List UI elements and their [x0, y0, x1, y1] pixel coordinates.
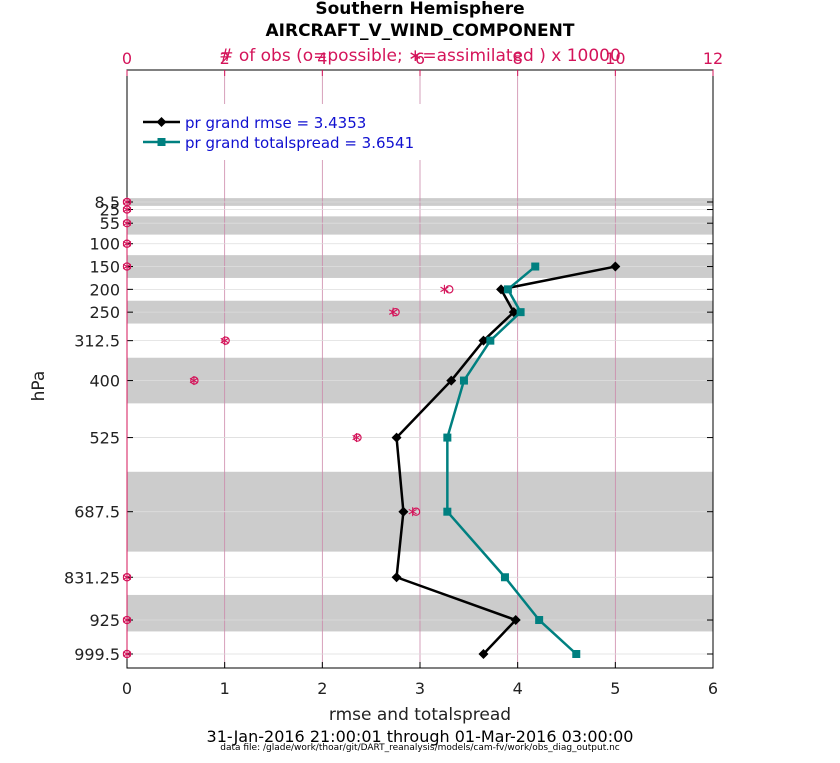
y-tick-label-9: 525: [89, 429, 120, 448]
obs-count-markers: [122, 197, 454, 659]
series-1-point-1: [503, 285, 512, 294]
obs-assimilated-stroke-1-2: [122, 206, 132, 213]
obs-assimilated-stroke-5-2: [440, 286, 449, 293]
series-1-point-3: [486, 336, 495, 345]
obs-assimilated-8: [189, 376, 199, 386]
series-1-point-0: [531, 262, 540, 271]
legend-spread-label: pr grand totalspread = 3.6541: [185, 134, 414, 152]
series-0-point-0: [610, 261, 621, 272]
top-tick-label-4: 8: [513, 49, 523, 68]
series-0-point-4: [446, 375, 457, 386]
x-tick-label-4: 4: [513, 679, 523, 698]
title-line-1: Southern Hemisphere: [315, 0, 524, 19]
series-0-point-8: [510, 615, 521, 626]
obs-assimilated-7: [220, 336, 229, 346]
series-0-point-3: [478, 335, 489, 346]
obs-assimilated-9: [352, 433, 361, 443]
y-tick-label-13: 999.5: [74, 645, 120, 664]
x-tick-label-2: 2: [317, 679, 327, 698]
y-tick-label-0: 8.5: [95, 193, 120, 212]
obs-assimilated-stroke-11-2: [122, 574, 132, 580]
y-tick-label-5: 200: [89, 280, 120, 299]
series-1-point-8: [535, 616, 544, 625]
legend-spread-marker: [157, 138, 166, 146]
obs-assimilated-stroke-0-2: [122, 199, 132, 205]
x-tick-label-1: 1: [220, 679, 230, 698]
obs-assimilated-11: [122, 572, 132, 582]
y-tick-label-1: 25: [100, 201, 120, 220]
top-tick-label-6: 12: [703, 49, 723, 68]
y-tick-label-11: 831.25: [64, 568, 120, 587]
obs-possible-9: [353, 433, 362, 442]
legend-rmse-marker: [156, 117, 167, 127]
x-tick-label-0: 0: [122, 679, 132, 698]
legend-rmse-label: pr grand rmse = 3.4353: [185, 114, 366, 132]
obs-assimilated-0: [122, 197, 132, 207]
obs-assimilated-stroke-8-2: [189, 377, 199, 384]
legend: pr grand rmse = 3.4353 pr grand totalspr…: [135, 104, 451, 160]
top-tick-label-1: 2: [220, 49, 230, 68]
y-tick-label-7: 312.5: [74, 332, 120, 351]
obs-assimilated-12: [122, 615, 132, 625]
series-0-line: [395, 265, 616, 655]
y-tick-label-8: 400: [89, 372, 120, 391]
x-tick-label-5: 5: [610, 679, 620, 698]
obs-assimilated-2: [122, 218, 132, 228]
obs-assimilated-3: [122, 239, 132, 249]
obs-assimilated-stroke-9-2: [352, 434, 361, 441]
legend-box: [135, 104, 451, 160]
series-1-line: [446, 265, 578, 655]
series-0-point-9: [478, 649, 489, 659]
data-file-path: data file: /glade/work/thoar/git/DART_re…: [220, 743, 620, 753]
date-range: 31-Jan-2016 21:00:01 through 01-Mar-2016…: [207, 727, 634, 746]
series-0-point-5: [391, 432, 402, 443]
series-0-point-6: [398, 506, 409, 517]
obs-possible-6: [391, 307, 400, 317]
series-0-point-1: [496, 284, 507, 295]
obs-assimilated-stroke-7-2: [220, 337, 229, 344]
obs-assimilated-stroke-12-2: [122, 617, 132, 623]
y-tick-label-6: 250: [89, 303, 120, 322]
y-tick-label-3: 100: [89, 235, 120, 254]
series-1-point-2: [516, 308, 525, 317]
y-axis-label: hPa: [29, 371, 49, 402]
x-axis-label: rmse and totalspread: [329, 705, 511, 725]
obs-assimilated-stroke-3-2: [122, 241, 132, 247]
obs-assimilated-stroke-10-2: [408, 508, 417, 515]
series-0-point-7: [391, 572, 402, 583]
obs-assimilated-4: [122, 262, 132, 272]
series-1-point-6: [443, 507, 452, 516]
obs-assimilated-5: [440, 284, 449, 294]
series-layer: [391, 261, 621, 659]
x-tick-label-3: 3: [415, 679, 425, 698]
obs-assimilated-stroke-2-2: [122, 220, 132, 226]
obs-assimilated-1: [122, 205, 132, 215]
x-tick-label-6: 6: [708, 679, 718, 698]
series-1-point-7: [500, 573, 509, 582]
series-1-point-5: [443, 433, 452, 442]
top-axis-label: # of obs (o=possible; ∗=assimilated ) x …: [219, 46, 621, 66]
title-line-2: AIRCRAFT_V_WIND_COMPONENT: [266, 21, 575, 41]
series-1-point-4: [459, 376, 468, 385]
y-tick-label-4: 150: [89, 258, 120, 277]
obs-possible-7: [221, 336, 230, 345]
obs-assimilated-6: [388, 307, 398, 317]
y-tick-label-10: 687.5: [74, 503, 120, 522]
obs-possible-5: [445, 285, 454, 294]
obs-assimilated-stroke-13-2: [122, 651, 132, 657]
series-1-point-9: [572, 650, 581, 658]
top-tick-label-2: 4: [317, 49, 327, 68]
obs-assimilated-13: [122, 649, 132, 659]
top-tick-label-5: 10: [605, 49, 625, 68]
axis-ticks: 0 1 2 3 4 5 60 2 4 6 8 10 128.52555100150200250312.5…: [64, 49, 723, 698]
obs-assimilated-stroke-4-2: [122, 263, 132, 270]
top-tick-label-0: 0: [122, 49, 132, 68]
obs-assimilated-10: [408, 507, 417, 517]
y-tick-label-12: 925: [89, 611, 120, 630]
obs-assimilated-stroke-6-2: [388, 309, 398, 315]
y-tick-label-2: 55: [100, 214, 120, 233]
top-tick-label-3: 6: [415, 49, 425, 68]
